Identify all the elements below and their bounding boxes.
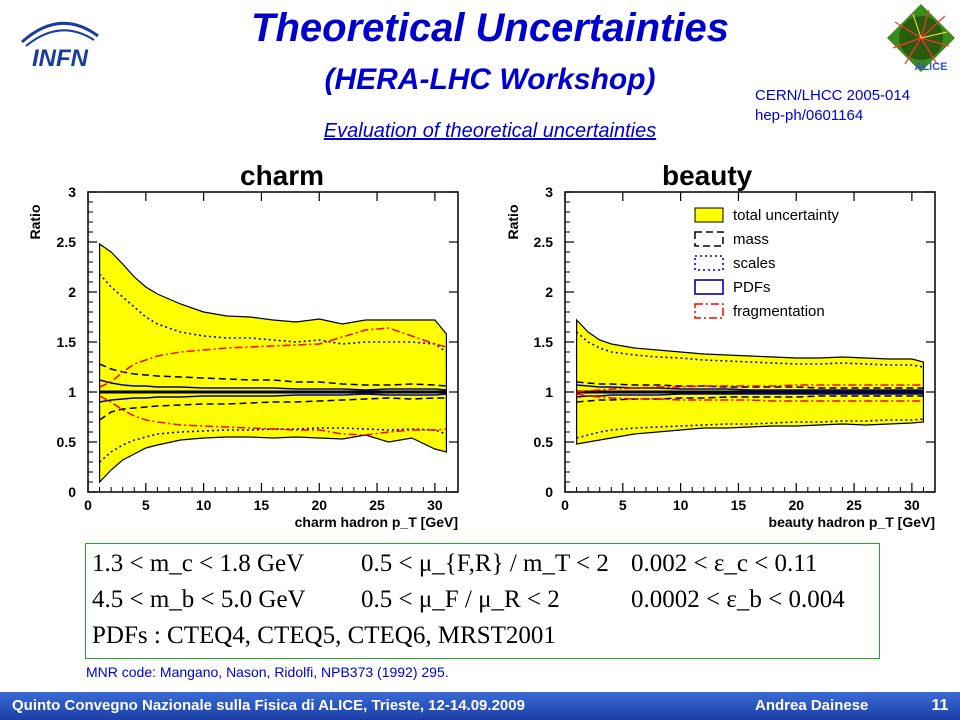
formula-beauty-eps: 0.0002 < ε_b < 0.004 bbox=[631, 586, 845, 613]
y-axis-label: Ratio bbox=[505, 205, 521, 240]
x-axis-label: charm hadron p_T [GeV] bbox=[295, 514, 458, 530]
page-number: 11 bbox=[931, 697, 949, 714]
x-tick-label: 15 bbox=[731, 497, 747, 513]
legend-swatch-fragmentation bbox=[694, 303, 724, 319]
y-tick-label: 1 bbox=[68, 384, 76, 400]
series-mass-lower bbox=[99, 397, 447, 421]
series-fragmentation-lower bbox=[99, 395, 447, 436]
legend-swatch-total-uncertainty bbox=[694, 207, 724, 223]
x-tick-label: 10 bbox=[196, 497, 212, 513]
band-total-uncertainty bbox=[576, 318, 924, 445]
alice-logo-text: ALICE bbox=[915, 61, 948, 73]
slide-subheading: Evaluation of theoretical uncertainties bbox=[323, 120, 657, 142]
x-tick-label: 5 bbox=[142, 497, 150, 513]
series-scales-upper bbox=[99, 273, 447, 353]
parameter-formula-box: 1.3 < m_c < 1.8 GeV 0.5 < μ_{F,R} / m_T … bbox=[85, 543, 880, 659]
charm-chart: 0 5 10 15 20 25 30 0 0.5 1 1.5 2 2.5 3 charm hadron p_… bbox=[27, 184, 459, 530]
y-tick-label: 2.5 bbox=[534, 234, 554, 250]
footer-conference: Quinto Convegno Nazionale sulla Fisica d… bbox=[12, 697, 525, 714]
plot-area bbox=[565, 192, 935, 492]
y-tick-label: 2 bbox=[68, 284, 76, 300]
beauty-chart: 0 5 10 15 20 25 30 0 0.5 1 1.5 2 2.5 3 beauty hadron p… bbox=[505, 184, 936, 530]
x-tick-label: 0 bbox=[561, 497, 569, 513]
x-tick-label: 0 bbox=[84, 497, 92, 513]
charm-plot-title: charm bbox=[240, 160, 325, 191]
series-PDFs-lower bbox=[576, 393, 924, 398]
y-tick-label: 2 bbox=[545, 284, 553, 300]
y-tick-label: 1 bbox=[545, 384, 553, 400]
y-tick-label: 3 bbox=[545, 184, 553, 200]
infn-logo-text: INFN bbox=[32, 45, 89, 72]
x-tick-label: 30 bbox=[904, 497, 920, 513]
series-PDFs-upper bbox=[99, 379, 447, 391]
legend-swatch-mass bbox=[694, 231, 724, 247]
y-tick-label: 1.5 bbox=[57, 334, 77, 350]
reference-block: CERN/LHCC 2005-014 hep-ph/0601164 bbox=[755, 86, 910, 126]
legend-label-total-uncertainty: total uncertainty bbox=[733, 207, 839, 224]
series-fragmentation-lower bbox=[576, 393, 924, 402]
x-tick-label: 25 bbox=[846, 497, 862, 513]
y-axis-label: Ratio bbox=[27, 205, 43, 240]
beauty-plot-title: beauty bbox=[662, 160, 753, 191]
formula-pdfs: PDFs : CTEQ4, CTEQ5, CTEQ6, MRST2001 bbox=[92, 622, 556, 649]
y-tick-label: 0.5 bbox=[57, 434, 77, 450]
x-tick-label: 10 bbox=[673, 497, 689, 513]
y-tick-label: 0 bbox=[68, 484, 76, 500]
series-fragmentation-upper bbox=[99, 327, 447, 388]
y-tick-label: 1.5 bbox=[534, 334, 554, 350]
series-PDFs-upper bbox=[576, 384, 924, 391]
x-axis-label: beauty hadron p_T [GeV] bbox=[769, 514, 935, 530]
y-tick-label: 0.5 bbox=[534, 434, 554, 450]
legend-label-scales: scales bbox=[733, 255, 776, 272]
slide-subtitle: (HERA-LHC Workshop) bbox=[324, 63, 656, 96]
footer-bar bbox=[0, 692, 960, 720]
mnr-reference: MNR code: Mangano, Nason, Ridolfi, NPB37… bbox=[86, 664, 449, 680]
infn-logo: INFN bbox=[21, 22, 99, 72]
reference-line-2: hep-ph/0601164 bbox=[755, 107, 864, 124]
formula-row-beauty: 4.5 < m_b < 5.0 GeV 0.5 < μ_F / μ_R < 2 … bbox=[86, 586, 879, 622]
formula-charm-eps: 0.002 < ε_c < 0.11 bbox=[631, 550, 818, 577]
series-mass-upper bbox=[99, 363, 447, 387]
footer-author: Andrea Dainese bbox=[755, 697, 869, 714]
x-tick-label: 30 bbox=[427, 497, 443, 513]
formula-beauty-scale: 0.5 < μ_F / μ_R < 2 bbox=[361, 586, 560, 613]
band-total-uncertainty bbox=[99, 242, 447, 484]
legend-swatch-PDFs bbox=[694, 279, 724, 295]
reference-line-1: CERN/LHCC 2005-014 bbox=[755, 87, 911, 104]
series-PDFs-lower bbox=[99, 393, 447, 403]
y-tick-label: 2.5 bbox=[57, 234, 77, 250]
x-tick-label: 20 bbox=[311, 497, 327, 513]
y-tick-label: 0 bbox=[545, 484, 553, 500]
formula-charm-mass: 1.3 < m_c < 1.8 GeV bbox=[92, 550, 305, 577]
legend-label-mass: mass bbox=[733, 231, 769, 248]
legend-label-PDFs: PDFs bbox=[733, 279, 771, 296]
x-tick-label: 5 bbox=[619, 497, 627, 513]
alice-logo: ALICE bbox=[887, 4, 955, 73]
series-fragmentation-upper bbox=[576, 384, 924, 393]
legend-swatch-scales bbox=[694, 255, 724, 271]
x-tick-label: 20 bbox=[788, 497, 804, 513]
formula-row-pdfs: PDFs : CTEQ4, CTEQ5, CTEQ6, MRST2001 bbox=[86, 622, 879, 658]
slide-title: Theoretical Uncertainties bbox=[251, 6, 729, 50]
legend-label-fragmentation: fragmentation bbox=[733, 303, 825, 320]
x-tick-label: 25 bbox=[369, 497, 385, 513]
formula-charm-scale: 0.5 < μ_{F,R} / m_T < 2 bbox=[361, 550, 609, 577]
formula-beauty-mass: 4.5 < m_b < 5.0 GeV bbox=[92, 586, 306, 613]
formula-row-charm: 1.3 < m_c < 1.8 GeV 0.5 < μ_{F,R} / m_T … bbox=[86, 550, 879, 586]
series-scales-lower bbox=[99, 427, 447, 463]
x-tick-label: 15 bbox=[254, 497, 270, 513]
y-tick-label: 3 bbox=[68, 184, 76, 200]
